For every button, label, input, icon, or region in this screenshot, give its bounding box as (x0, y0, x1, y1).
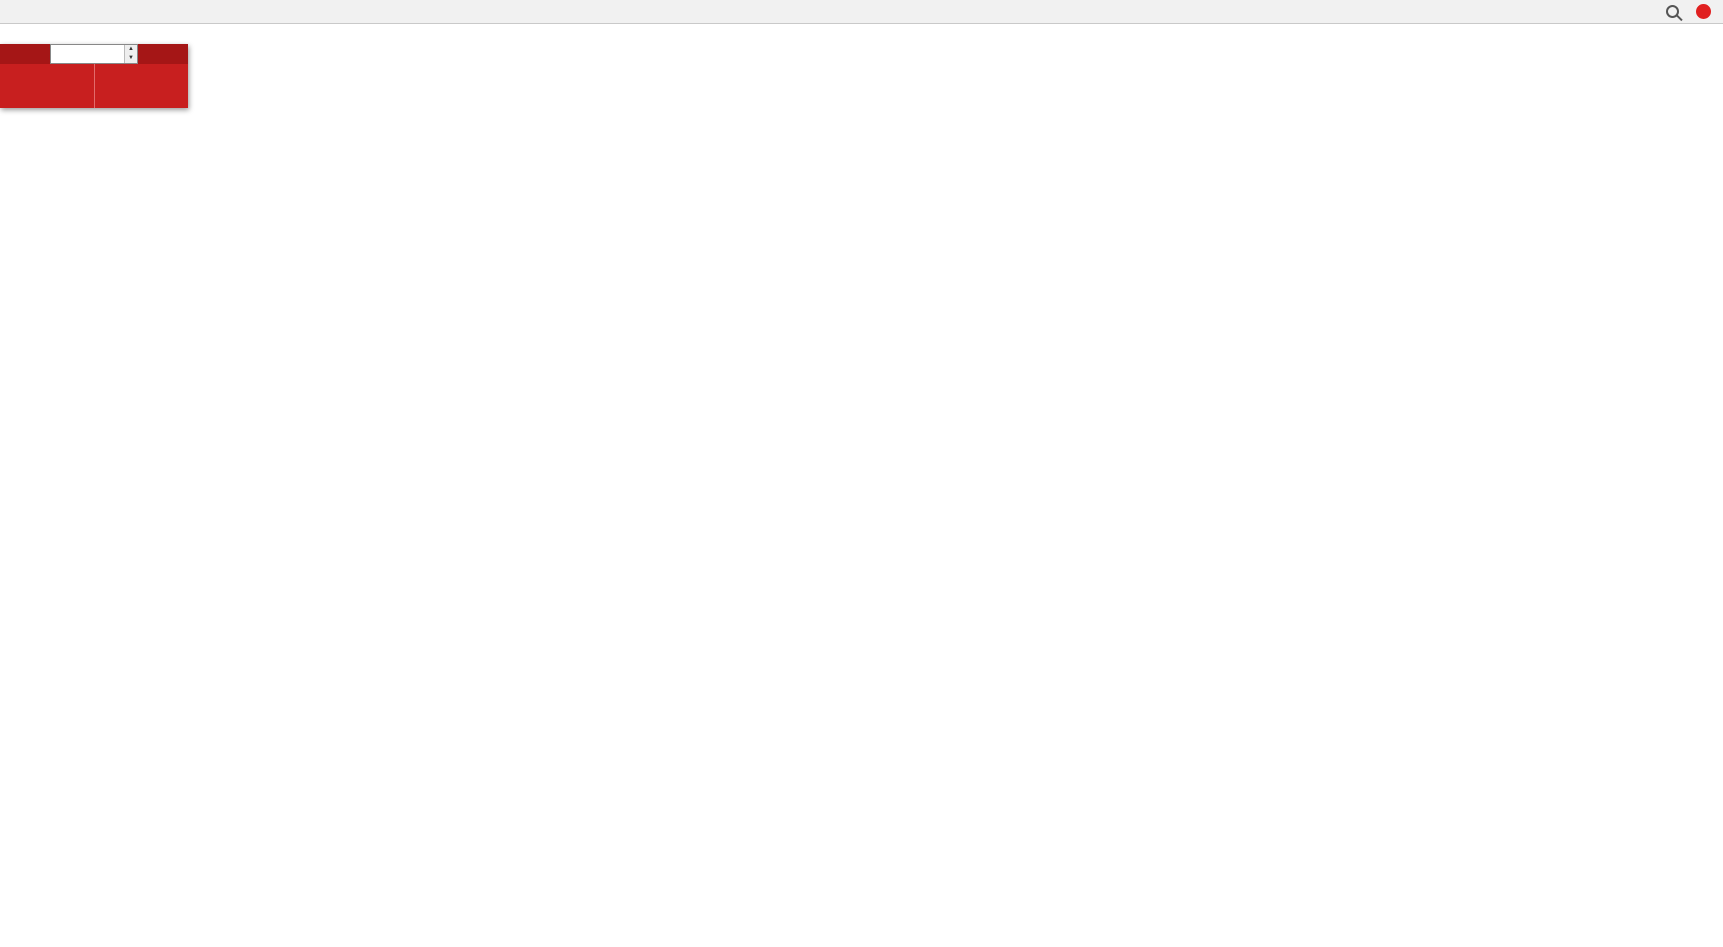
buy-button[interactable] (138, 44, 188, 64)
toolbar (0, 0, 1723, 24)
symbol-ohlc-line (5, 27, 13, 39)
notification-badge[interactable] (1696, 4, 1711, 19)
sell-button[interactable] (0, 44, 50, 64)
volume-down-button[interactable]: ▼ (125, 54, 137, 63)
one-click-trading-panel: ▲ ▼ (0, 44, 188, 108)
macd-indicator-label (5, 591, 18, 603)
volume-field[interactable] (51, 45, 124, 63)
volume-input[interactable]: ▲ ▼ (50, 44, 138, 64)
bid-price[interactable] (0, 64, 95, 108)
toolbar-right-group (1658, 1, 1719, 23)
rsi-indicator-label (5, 753, 12, 765)
volume-up-button[interactable]: ▲ (125, 45, 137, 54)
price-row (0, 64, 188, 108)
magnifier-glyph (1665, 5, 1679, 18)
ask-price[interactable] (95, 64, 189, 108)
search-icon[interactable] (1658, 1, 1686, 23)
trade-controls-row: ▲ ▼ (0, 44, 188, 64)
volume-spinner: ▲ ▼ (124, 45, 137, 63)
